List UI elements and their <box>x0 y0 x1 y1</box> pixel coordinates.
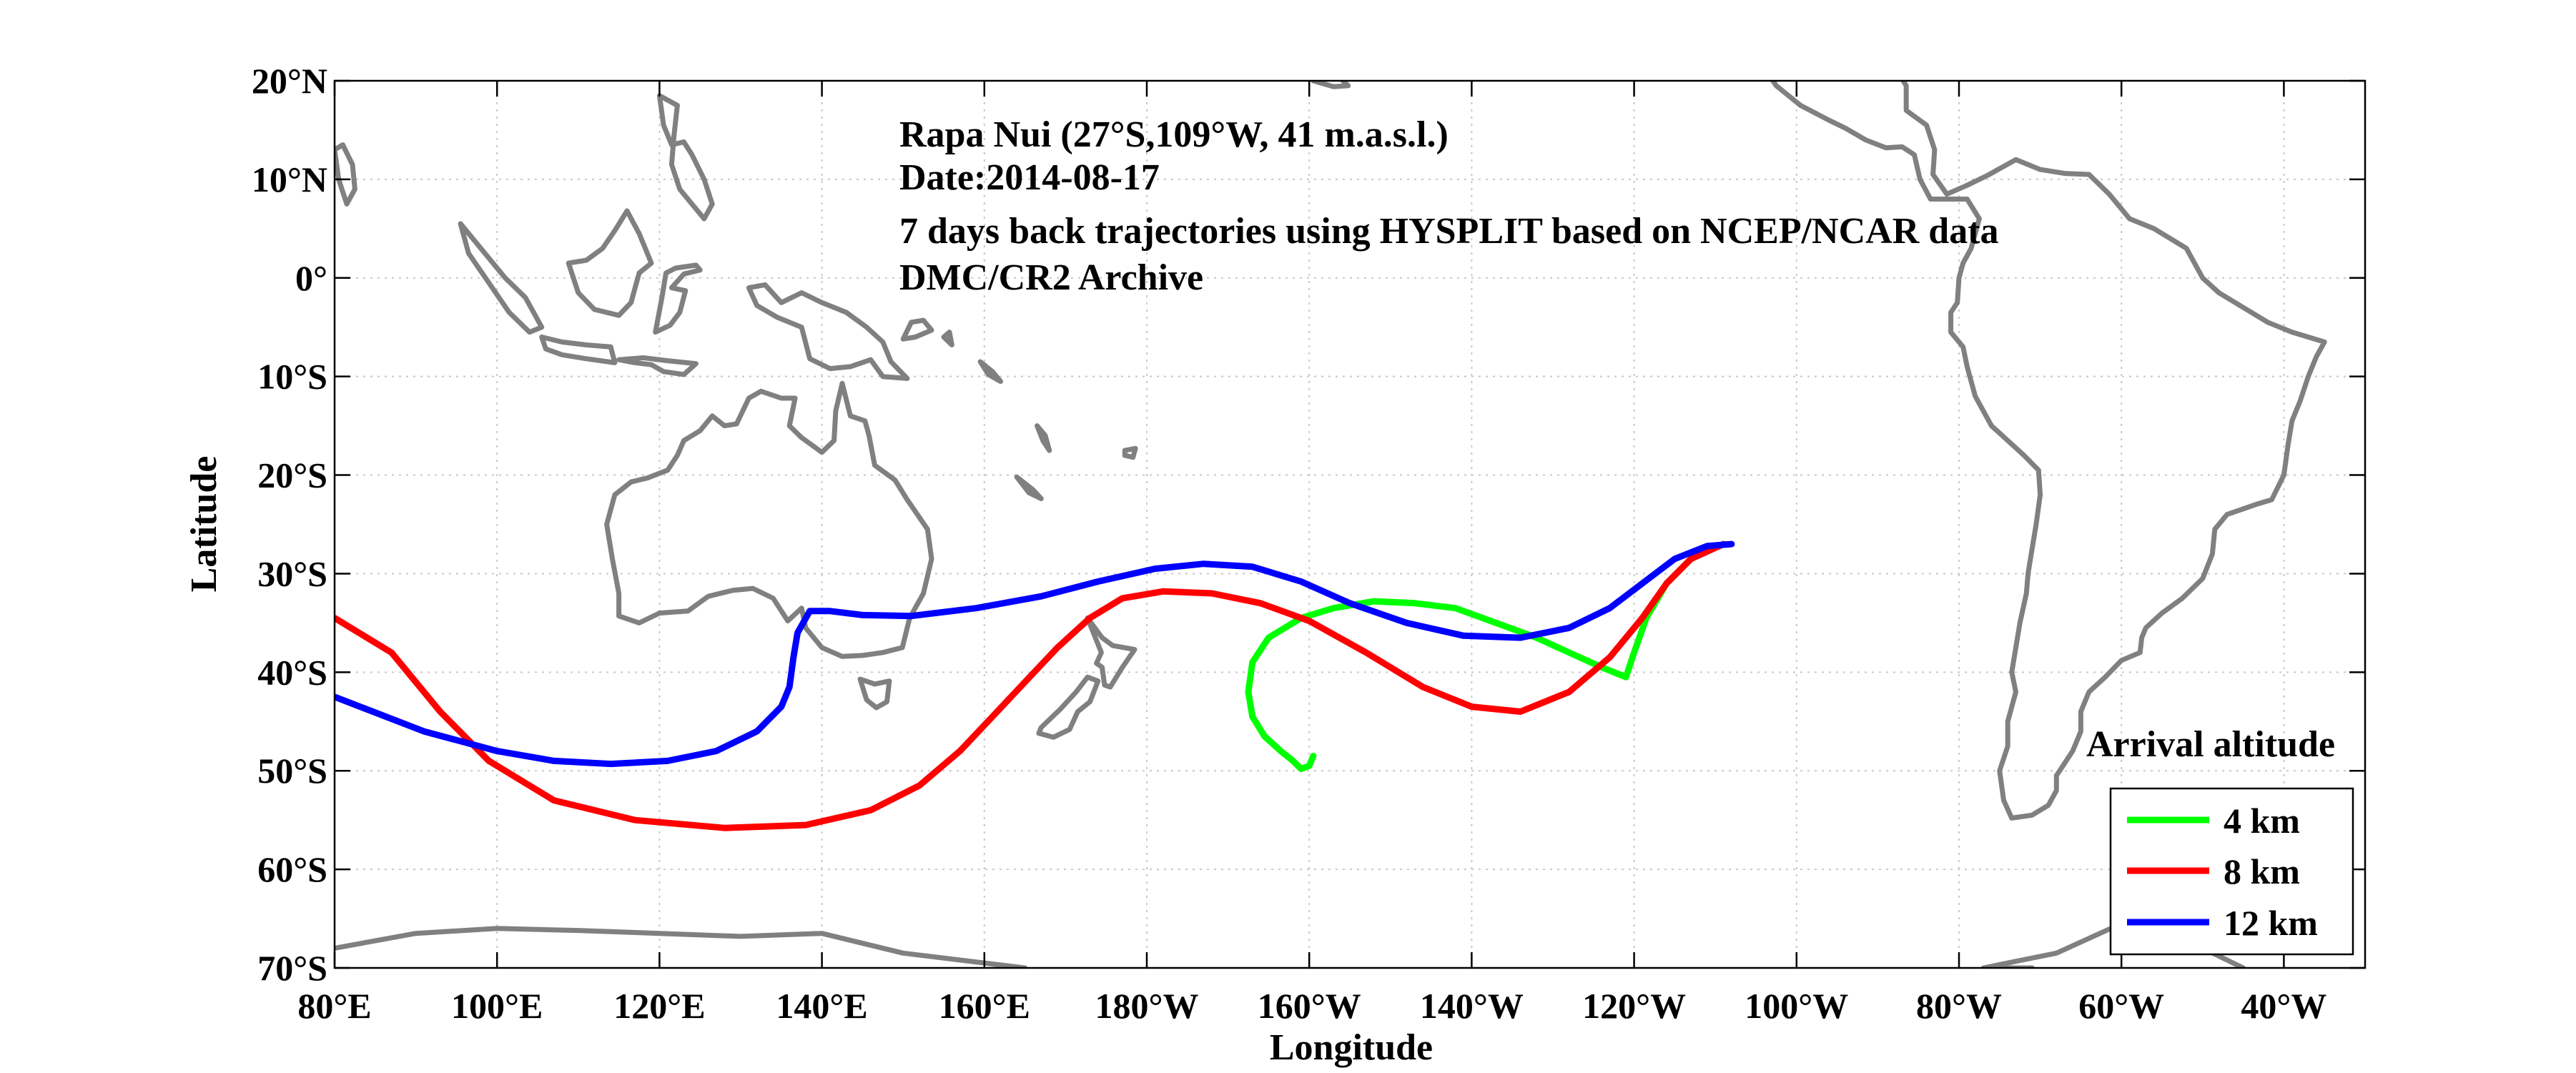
y-tick-label-20degs: 20°S <box>257 455 327 495</box>
coastline-15 <box>1035 423 1052 453</box>
coastline-20 <box>335 926 1028 968</box>
legend-title: Arrival altitude <box>2086 724 2335 765</box>
grid <box>334 80 2365 969</box>
trajectory-series <box>335 540 1735 831</box>
y-tick-label-50degs: 50°S <box>257 751 327 791</box>
x-tick-label-160degw: 160°W <box>1258 986 1361 1026</box>
coastline-16 <box>1014 474 1044 502</box>
coastline-19 <box>1770 81 2327 821</box>
y-tick-label-30degs: 30°S <box>257 553 327 593</box>
legend: Arrival altitude 4 km 8 km 12 km <box>2086 724 2354 956</box>
x-tick-label-40degw: 40°W <box>2241 986 2326 1026</box>
title-block: Rapa Nui (27°S,109°W, 41 m.a.s.l.) Date:… <box>899 114 1999 298</box>
trajectory-line-12-km <box>335 540 1735 768</box>
coastline-6 <box>656 93 715 222</box>
x-tick-label-160dege: 160°E <box>939 986 1030 1026</box>
x-axis-label: Longitude <box>1270 1027 1433 1068</box>
coastline-11 <box>1036 674 1101 740</box>
coastline-10 <box>1085 615 1138 690</box>
title-line-1: Rapa Nui (27°S,109°W, 41 m.a.s.l.) <box>899 114 1449 155</box>
coastline-3 <box>616 355 699 377</box>
axis-ticks: 80°E 100°E 120°E 140°E 160°E 180°W 160°W 140°W 1… <box>252 61 2365 1026</box>
coastline-12 <box>900 317 934 342</box>
x-tick-label-180degw: 180°W <box>1095 986 1199 1026</box>
y-tick-label-0deg: 0° <box>295 258 327 298</box>
legend-label-8km: 8 km <box>2224 851 2300 891</box>
x-tick-label-100degw: 100°W <box>1745 986 1848 1026</box>
coastline-8 <box>604 380 934 659</box>
coastline-2 <box>539 335 618 365</box>
title-line-3: 7 days back trajectories using HYSPLIT b… <box>899 211 1999 252</box>
coastline-map <box>335 81 2327 968</box>
x-tick-label-120dege: 120°E <box>613 986 705 1026</box>
coastline-9 <box>857 676 892 711</box>
coastline-14 <box>977 359 1003 385</box>
x-tick-label-80dege: 80°E <box>297 986 371 1026</box>
coastline-18 <box>1311 81 1351 89</box>
y-tick-label-60degs: 60°S <box>257 849 327 889</box>
legend-label-4km: 4 km <box>2224 801 2300 841</box>
coastline-7 <box>746 282 910 381</box>
coastline-5 <box>653 262 703 335</box>
title-line-4: DMC/CR2 Archive <box>899 257 1203 298</box>
trajectory-line-4-km <box>1245 540 1727 772</box>
title-line-2: Date:2014-08-17 <box>899 157 1160 198</box>
x-tick-label-120degw: 120°W <box>1582 986 1686 1026</box>
coastline-1 <box>458 221 545 335</box>
y-tick-label-10degn: 10°N <box>252 159 327 199</box>
trajectory-line-8-km <box>335 540 1727 831</box>
y-tick-label-70degs: 70°S <box>257 948 327 988</box>
x-tick-label-60degw: 60°W <box>2078 986 2164 1026</box>
plot-frame <box>333 79 2367 969</box>
x-tick-label-140dege: 140°E <box>776 986 867 1026</box>
x-tick-label-100dege: 100°E <box>451 986 543 1026</box>
coastline-13 <box>941 330 954 347</box>
legend-label-12km: 12 km <box>2224 903 2318 943</box>
y-tick-label-20degn: 20°N <box>252 61 327 101</box>
y-tick-label-10degs: 10°S <box>257 357 327 397</box>
coastline-4 <box>566 208 654 318</box>
x-tick-label-80degw: 80°W <box>1916 986 2002 1026</box>
y-tick-label-40degs: 40°S <box>257 652 327 692</box>
coastline-17 <box>1122 445 1138 460</box>
y-axis-label: Latitude <box>184 456 224 593</box>
x-tick-label-140degw: 140°W <box>1420 986 1524 1026</box>
